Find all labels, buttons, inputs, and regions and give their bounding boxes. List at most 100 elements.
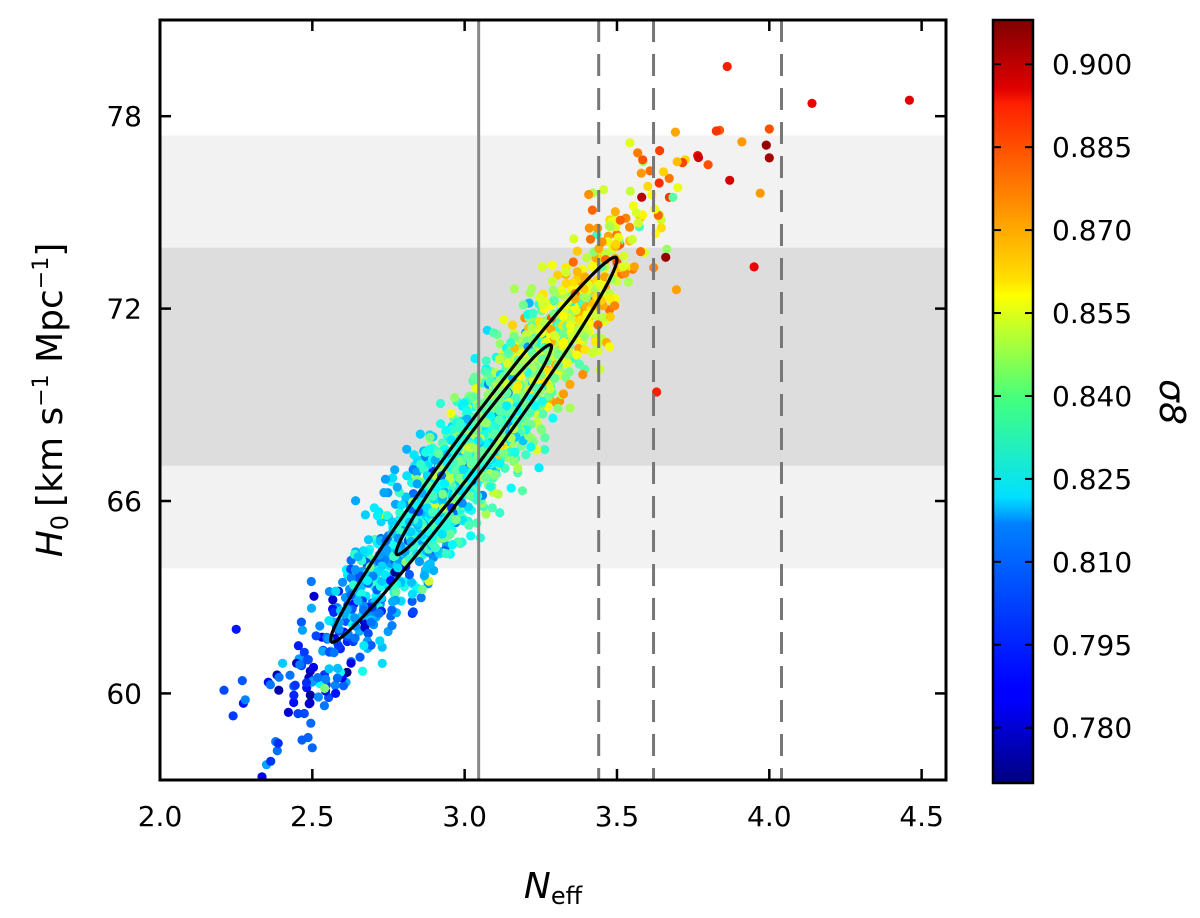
data-point [315, 621, 325, 631]
data-point [807, 98, 817, 108]
data-point [507, 320, 518, 330]
data-point [605, 222, 615, 232]
data-point [333, 663, 343, 674]
x-axis-label: Neff [524, 866, 583, 910]
data-point [293, 641, 303, 651]
data-point [445, 529, 455, 539]
colorbar [991, 18, 1035, 785]
colorbar-label: σ8 [1151, 379, 1192, 425]
data-point [438, 489, 448, 499]
data-point [308, 662, 319, 673]
data-point [313, 692, 323, 702]
data-point [580, 345, 590, 355]
data-point [451, 515, 461, 525]
data-point [499, 315, 509, 325]
data-point [587, 205, 598, 215]
data-point [329, 648, 339, 658]
data-point [585, 234, 596, 244]
data-point [703, 160, 713, 170]
data-point [377, 658, 387, 669]
data-point [494, 354, 504, 364]
data-point [309, 591, 319, 601]
data-point [363, 628, 373, 639]
data-point [353, 552, 363, 562]
data-point [283, 707, 293, 718]
data-point [584, 223, 594, 233]
data-point [572, 246, 582, 256]
y-tick-label: 78 [106, 100, 142, 133]
data-point [295, 660, 305, 670]
data-point [358, 666, 368, 676]
colorbar-tick-label: 0.810 [1052, 546, 1132, 579]
data-point [437, 529, 447, 539]
data-point [481, 356, 491, 366]
data-point [553, 403, 563, 413]
data-point [351, 496, 361, 506]
data-point [240, 695, 250, 705]
data-point [511, 393, 521, 403]
x-tick-label: 3.5 [595, 800, 640, 833]
reference-lines [477, 20, 783, 780]
data-point [655, 146, 665, 156]
data-point [450, 466, 460, 476]
data-point [658, 167, 669, 177]
data-point [338, 681, 349, 691]
data-point [565, 320, 576, 330]
data-point [417, 584, 427, 595]
data-point [447, 540, 458, 550]
data-point [366, 617, 376, 627]
data-point [380, 570, 390, 580]
data-point [382, 510, 392, 521]
data-point [627, 234, 638, 245]
data-point [307, 743, 317, 753]
data-point [377, 561, 387, 571]
data-point [506, 483, 516, 493]
data-point [481, 439, 491, 449]
x-tick-label: 2.0 [138, 800, 183, 833]
data-point [618, 262, 628, 272]
data-point [305, 690, 315, 700]
data-point [509, 284, 519, 294]
data-point [318, 646, 328, 656]
data-point [561, 267, 571, 277]
y-tick-label: 60 [106, 677, 142, 710]
data-point [285, 670, 295, 680]
data-point [330, 680, 340, 691]
data-point [561, 372, 571, 382]
data-point [537, 425, 547, 436]
data-point [393, 563, 403, 573]
data-point [610, 301, 620, 311]
data-point [499, 448, 509, 458]
data-point [390, 465, 400, 475]
data-point [458, 464, 468, 475]
data-point [693, 152, 704, 163]
data-point [605, 312, 615, 322]
data-point [547, 260, 557, 270]
data-point [290, 680, 300, 690]
data-point [359, 641, 369, 651]
data-point [375, 636, 385, 646]
data-point [538, 409, 548, 419]
data-point [565, 403, 575, 413]
data-point [502, 401, 512, 411]
data-point [412, 467, 422, 477]
data-point [446, 408, 456, 418]
data-point [363, 535, 374, 545]
data-point [580, 292, 590, 302]
data-point [503, 348, 513, 358]
data-point [540, 445, 550, 455]
data-point [537, 396, 548, 406]
data-point [387, 621, 397, 631]
data-point [466, 531, 476, 541]
data-point [402, 471, 412, 481]
colorbar-tick-label: 0.795 [1052, 629, 1132, 662]
data-point [764, 124, 774, 134]
x-tick-label: 4.5 [899, 800, 944, 833]
data-point [306, 718, 316, 728]
data-point [450, 392, 460, 403]
plot-frame [158, 18, 948, 782]
data-point [584, 189, 594, 200]
x-tick-label: 2.5 [290, 800, 335, 833]
data-point [321, 674, 331, 684]
data-point [540, 433, 550, 443]
